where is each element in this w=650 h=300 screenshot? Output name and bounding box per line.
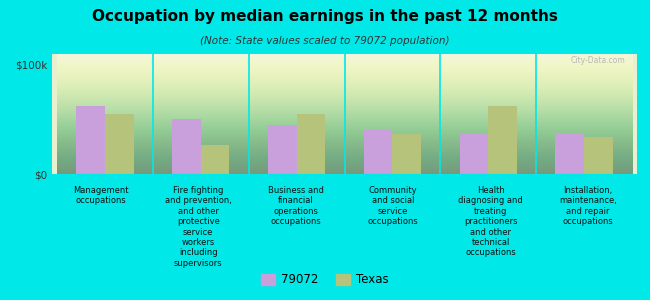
Bar bbox=[393, 134, 421, 174]
Bar bbox=[172, 119, 201, 174]
Text: Installation,
maintenance,
and repair
occupations: Installation, maintenance, and repair oc… bbox=[559, 186, 618, 226]
Text: Business and
financial
operations
occupations: Business and financial operations occupa… bbox=[268, 186, 324, 226]
Text: Occupation by median earnings in the past 12 months: Occupation by median earnings in the pas… bbox=[92, 9, 558, 24]
Bar bbox=[76, 106, 105, 174]
Bar bbox=[364, 130, 393, 174]
Text: (Note: State values scaled to 79072 population): (Note: State values scaled to 79072 popu… bbox=[200, 36, 450, 46]
Text: Management
occupations: Management occupations bbox=[73, 186, 129, 206]
Bar bbox=[488, 106, 517, 174]
Text: City-Data.com: City-Data.com bbox=[571, 56, 625, 65]
Text: Health
diagnosing and
treating
practitioners
and other
technical
occupations: Health diagnosing and treating practitio… bbox=[458, 186, 523, 257]
Text: Fire fighting
and prevention,
and other
protective
service
workers
including
sup: Fire fighting and prevention, and other … bbox=[165, 186, 231, 268]
Bar bbox=[584, 137, 613, 174]
Bar bbox=[460, 133, 488, 174]
Text: Community
and social
service
occupations: Community and social service occupations bbox=[368, 186, 419, 226]
Bar bbox=[556, 133, 584, 174]
Bar bbox=[105, 114, 133, 174]
Legend: 79072, Texas: 79072, Texas bbox=[256, 269, 394, 291]
Bar bbox=[201, 145, 229, 174]
Bar bbox=[268, 125, 296, 174]
Bar bbox=[296, 114, 325, 174]
